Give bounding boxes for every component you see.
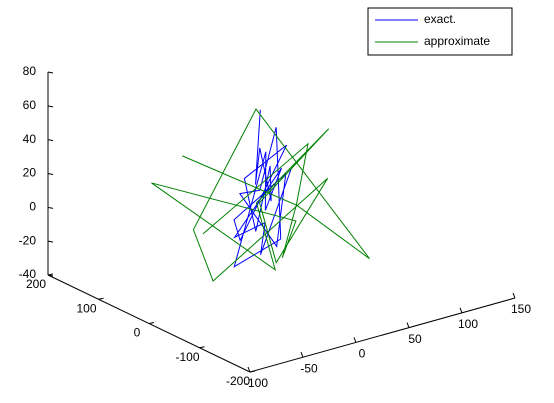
z-tick	[47, 173, 54, 175]
x-tick	[459, 307, 463, 313]
x-tick	[406, 322, 410, 328]
x-tick-label: 0	[359, 347, 366, 361]
z-tick-label: 60	[23, 98, 37, 112]
y-tick	[98, 297, 104, 300]
x-tick-label: -50	[300, 361, 318, 375]
legend-box	[367, 7, 513, 56]
y-tick-label: 200	[26, 277, 46, 291]
x-axis	[249, 297, 516, 373]
z-tick-label: -40	[19, 267, 37, 281]
x-tick	[512, 292, 516, 299]
y-tick-label: 0	[134, 326, 141, 340]
x-tick	[300, 352, 304, 358]
z-tick-label: 40	[23, 132, 37, 146]
z-tick	[47, 240, 54, 243]
series-line	[233, 109, 292, 268]
z-tick	[47, 139, 54, 142]
z-tick-label: 80	[23, 64, 37, 78]
z-tick	[47, 71, 54, 74]
z-tick	[47, 206, 54, 209]
x-tick	[247, 366, 251, 373]
y-tick-label: -100	[175, 350, 199, 364]
x-tick-label: 100	[458, 317, 478, 331]
z-tick	[47, 274, 54, 277]
x-tick-label: 50	[408, 332, 422, 346]
legend-label: exact.	[424, 12, 456, 26]
y-tick	[199, 346, 205, 349]
y-tick	[249, 370, 256, 373]
series-line	[151, 108, 370, 282]
legend-label: approximate	[424, 34, 490, 48]
z-tick-label: 0	[29, 200, 36, 214]
y-tick-label: 100	[76, 301, 96, 315]
y-tick	[148, 322, 155, 324]
x-tick-label: 150	[511, 302, 531, 316]
y-tick-label: -200	[226, 374, 250, 388]
z-tick-label: -20	[19, 233, 37, 247]
z-tick	[47, 105, 54, 108]
x-tick	[353, 337, 357, 343]
x-tick-label: -100	[244, 376, 268, 390]
z-tick-label: 20	[23, 166, 37, 180]
legend: exact. approximate	[367, 7, 513, 56]
